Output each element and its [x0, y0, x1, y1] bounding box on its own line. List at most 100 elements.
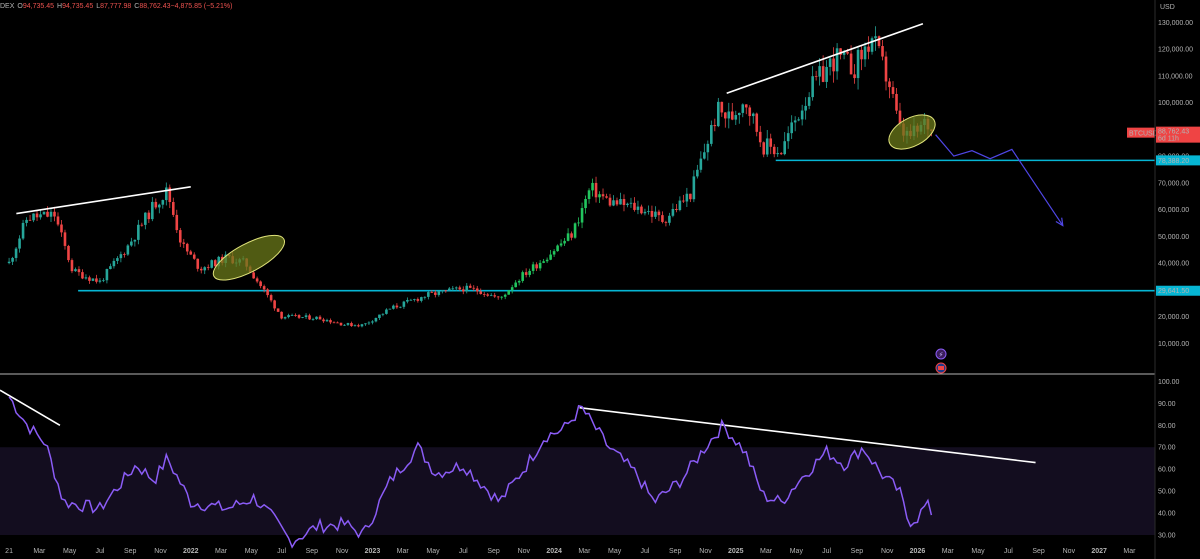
- candle-body[interactable]: [154, 201, 158, 208]
- trendline-2025-highs[interactable]: [726, 22, 924, 94]
- bar-countdown[interactable]: 6d 11h: [1158, 136, 1179, 143]
- candle-body[interactable]: [786, 133, 790, 142]
- candle-body[interactable]: [151, 201, 154, 220]
- trendline-2021-highs[interactable]: [16, 186, 191, 215]
- candle-body[interactable]: [60, 224, 63, 233]
- candle-body[interactable]: [367, 322, 371, 324]
- candle-body[interactable]: [514, 282, 517, 288]
- candle-body[interactable]: [622, 199, 626, 206]
- flag-icon[interactable]: [935, 362, 947, 374]
- candle-body[interactable]: [699, 158, 703, 170]
- candle-body[interactable]: [821, 66, 825, 82]
- candle-body[interactable]: [374, 317, 378, 322]
- candle-body[interactable]: [577, 222, 580, 224]
- candle-body[interactable]: [580, 208, 584, 223]
- candle-body[interactable]: [489, 295, 493, 297]
- level-price-value[interactable]: 29,641.50: [1158, 288, 1189, 295]
- candle-body[interactable]: [566, 233, 570, 241]
- candle-series[interactable]: [7, 26, 933, 328]
- candle-body[interactable]: [867, 46, 870, 52]
- candle-body[interactable]: [615, 200, 619, 205]
- candle-body[interactable]: [468, 285, 472, 288]
- candle-body[interactable]: [696, 169, 699, 177]
- candle-body[interactable]: [853, 74, 856, 79]
- candle-body[interactable]: [559, 243, 563, 246]
- candle-body[interactable]: [67, 245, 70, 261]
- candle-body[interactable]: [133, 239, 137, 242]
- candle-body[interactable]: [605, 196, 608, 198]
- candle-body[interactable]: [350, 323, 353, 327]
- candle-body[interactable]: [692, 176, 696, 200]
- candle-body[interactable]: [737, 112, 741, 116]
- candle-body[interactable]: [570, 233, 573, 238]
- candle-body[interactable]: [500, 296, 504, 298]
- candle-body[interactable]: [178, 230, 182, 243]
- candle-body[interactable]: [598, 194, 601, 198]
- candle-body[interactable]: [88, 277, 91, 281]
- candle-body[interactable]: [884, 56, 888, 82]
- candle-body[interactable]: [713, 125, 717, 127]
- event-icon[interactable]: ⚡: [935, 348, 947, 360]
- candle-body[interactable]: [874, 36, 877, 39]
- projection-arrowhead[interactable]: [1055, 217, 1064, 227]
- candle-body[interactable]: [503, 294, 507, 297]
- highlight-ellipses[interactable]: [207, 108, 940, 289]
- candle-body[interactable]: [322, 319, 325, 322]
- candle-body[interactable]: [612, 200, 615, 206]
- candle-body[interactable]: [779, 153, 783, 155]
- candle-body[interactable]: [269, 295, 273, 301]
- price-axis[interactable]: 10,000.0020,000.0030,000.0040,000.0050,0…: [1127, 20, 1200, 540]
- rsi-series[interactable]: [8, 396, 933, 549]
- candle-body[interactable]: [549, 254, 552, 260]
- candle-body[interactable]: [811, 76, 814, 98]
- candle-body[interactable]: [839, 48, 842, 55]
- candle-body[interactable]: [832, 58, 835, 72]
- candle-body[interactable]: [46, 211, 49, 217]
- candle-body[interactable]: [675, 208, 678, 211]
- last-price-value[interactable]: 88,762.43: [1158, 129, 1189, 136]
- candle-body[interactable]: [689, 193, 692, 200]
- candle-body[interactable]: [461, 289, 465, 292]
- candle-body[interactable]: [765, 138, 769, 155]
- candle-body[interactable]: [619, 199, 622, 205]
- candle-body[interactable]: [814, 76, 818, 78]
- candle-body[interactable]: [318, 316, 322, 320]
- candle-body[interactable]: [276, 308, 280, 312]
- candle-body[interactable]: [427, 292, 430, 297]
- projection-line[interactable]: [935, 134, 1064, 226]
- candle-body[interactable]: [860, 49, 863, 60]
- candle-body[interactable]: [769, 138, 773, 147]
- candle-body[interactable]: [601, 194, 605, 197]
- candle-body[interactable]: [591, 182, 594, 191]
- candle-body[interactable]: [437, 291, 441, 295]
- last-price-tag[interactable]: [1156, 126, 1200, 143]
- candle-body[interactable]: [199, 268, 203, 271]
- candle-body[interactable]: [7, 261, 11, 264]
- candle-body[interactable]: [835, 48, 839, 72]
- candle-body[interactable]: [545, 259, 549, 262]
- rsi-trendline-2024[interactable]: [579, 406, 1036, 464]
- candle-body[interactable]: [259, 281, 262, 287]
- candle-body[interactable]: [203, 267, 207, 271]
- candle-body[interactable]: [863, 46, 867, 60]
- candle-body[interactable]: [385, 309, 388, 314]
- candle-body[interactable]: [706, 143, 710, 153]
- candle-body[interactable]: [842, 51, 846, 55]
- candle-body[interactable]: [35, 213, 39, 218]
- candle-body[interactable]: [123, 254, 126, 255]
- candle-body[interactable]: [664, 221, 668, 223]
- candle-body[interactable]: [95, 278, 98, 282]
- candle-body[interactable]: [325, 320, 329, 322]
- candle-body[interactable]: [535, 264, 538, 269]
- candle-body[interactable]: [213, 260, 217, 267]
- trendlines[interactable]: [0, 22, 1036, 464]
- candle-body[interactable]: [521, 272, 524, 281]
- candle-body[interactable]: [475, 288, 479, 292]
- candle-body[interactable]: [441, 290, 444, 292]
- candle-body[interactable]: [11, 257, 14, 262]
- candle-body[interactable]: [626, 203, 629, 206]
- candle-body[interactable]: [381, 313, 385, 315]
- candle-body[interactable]: [315, 316, 318, 320]
- candle-body[interactable]: [49, 211, 53, 217]
- candle-body[interactable]: [434, 292, 437, 295]
